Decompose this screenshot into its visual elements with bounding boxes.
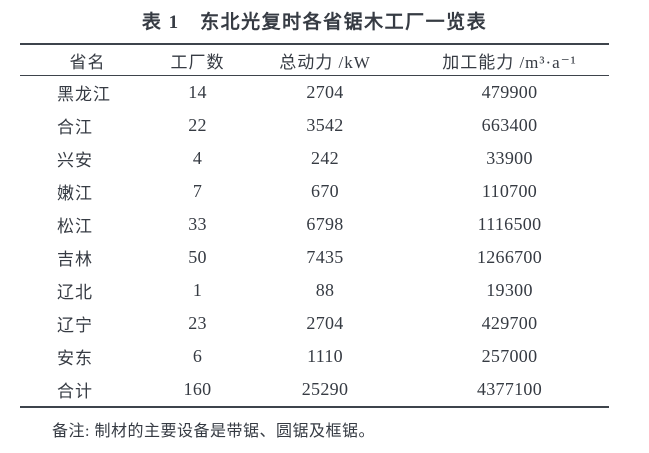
cell-province: 辽北: [57, 283, 93, 302]
cell-province: 合江: [57, 118, 93, 137]
cell-province: 合计: [57, 382, 93, 401]
table-row: 兴安 4 242 33900: [20, 142, 609, 175]
cell-power: 1110: [307, 346, 343, 366]
cell-power: 7435: [306, 247, 344, 267]
cell-capacity: 479900: [481, 82, 538, 102]
cell-factories: 50: [188, 247, 207, 267]
cell-factories: 1: [192, 280, 203, 300]
table-note: 备注: 制材的主要设备是带锯、圆锯及框锯。: [52, 423, 375, 440]
sawmill-table: 省名 工厂数 总动力 /kW 加工能力 /m³·a⁻¹ 黑龙江 14 2704 479…: [20, 43, 609, 408]
cell-province: 兴安: [57, 151, 93, 170]
cell-capacity: 257000: [481, 346, 538, 366]
cell-province: 吉林: [57, 250, 93, 269]
cell-capacity: 1266700: [476, 247, 543, 267]
cell-capacity: 110700: [481, 181, 538, 201]
cell-factories: 22: [188, 115, 207, 135]
table-row: 安东 6 1110 257000: [20, 340, 609, 373]
cell-capacity: 33900: [486, 148, 533, 168]
table-caption: 表 1 东北光复时各省锯木工厂一览表: [141, 12, 488, 33]
cell-capacity: 663400: [481, 115, 538, 135]
header-power: 总动力 /kW: [240, 44, 410, 76]
cell-power: 25290: [301, 379, 349, 399]
cell-power: 670: [311, 181, 339, 201]
cell-factories: 4: [192, 148, 203, 168]
cell-power: 88: [315, 280, 335, 300]
cell-factories: 160: [183, 379, 212, 399]
cell-factories: 7: [192, 181, 203, 201]
total-row: 合计 160 25290 4377100: [20, 373, 609, 407]
cell-factories: 14: [188, 82, 207, 102]
table-row: 辽宁 23 2704 429700: [20, 307, 609, 340]
header-province: 省名: [20, 44, 155, 76]
cell-power: 2704: [306, 313, 344, 333]
table-body: 黑龙江 14 2704 479900 合江 22 3542 663400 兴安 4 242 33900…: [20, 76, 609, 408]
cell-power: 3542: [306, 115, 344, 135]
cell-power: 242: [311, 148, 339, 168]
header-capacity: 加工能力 /m³·a⁻¹: [410, 44, 609, 76]
table-row: 辽北 1 88 19300: [20, 274, 609, 307]
header-factories: 工厂数: [155, 44, 240, 76]
cell-capacity: 1116500: [477, 214, 542, 234]
table-row: 松江 33 6798 1116500: [20, 208, 609, 241]
table-header: 省名 工厂数 总动力 /kW 加工能力 /m³·a⁻¹: [20, 44, 609, 76]
cell-factories: 33: [188, 214, 207, 234]
cell-power: 6798: [306, 214, 344, 234]
cell-capacity: 429700: [481, 313, 538, 333]
table-row: 吉林 50 7435 1266700: [20, 241, 609, 274]
cell-capacity: 19300: [486, 280, 533, 300]
cell-province: 安东: [57, 349, 93, 368]
cell-factories: 6: [192, 346, 203, 366]
cell-province: 嫩江: [57, 184, 93, 203]
table-row: 合江 22 3542 663400: [20, 109, 609, 142]
table-row: 嫩江 7 670 110700: [20, 175, 609, 208]
table-row: 黑龙江 14 2704 479900: [20, 76, 609, 110]
header-row: 省名 工厂数 总动力 /kW 加工能力 /m³·a⁻¹: [20, 44, 609, 76]
cell-capacity: 4377100: [476, 379, 543, 399]
cell-province: 松江: [57, 217, 93, 236]
cell-power: 2704: [306, 82, 344, 102]
cell-province: 辽宁: [57, 316, 93, 335]
cell-province: 黑龙江: [57, 85, 111, 104]
cell-factories: 23: [188, 313, 207, 333]
